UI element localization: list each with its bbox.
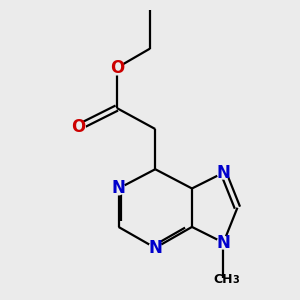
Text: CH: CH — [214, 273, 233, 286]
Text: N: N — [148, 239, 162, 257]
Text: N: N — [217, 164, 230, 182]
Text: N: N — [217, 234, 230, 252]
Text: 3: 3 — [232, 275, 239, 285]
Text: O: O — [110, 59, 124, 77]
Circle shape — [110, 61, 124, 75]
Circle shape — [71, 120, 85, 134]
Text: N: N — [112, 179, 125, 197]
Circle shape — [149, 242, 161, 254]
Circle shape — [217, 236, 230, 249]
Text: O: O — [71, 118, 85, 136]
Circle shape — [217, 167, 230, 179]
Circle shape — [112, 182, 125, 195]
